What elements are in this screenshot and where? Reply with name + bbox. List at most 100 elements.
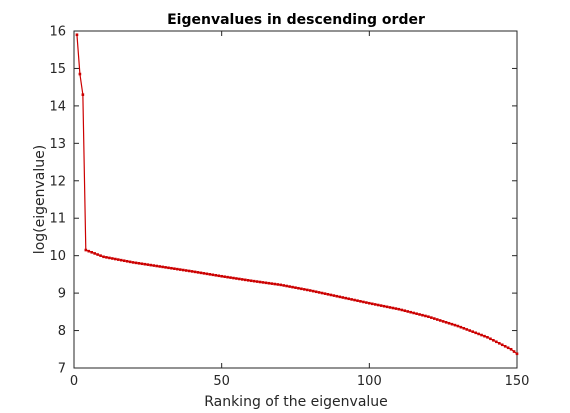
x-tick-label: 100 [357,374,382,389]
data-point [249,279,253,283]
x-axis-label: Ranking of the eigenvalue [204,394,388,410]
data-point [474,331,477,335]
data-point [308,289,312,292]
data-point [486,335,489,339]
data-point [137,262,141,265]
data-point [238,277,241,281]
data-point [462,327,466,330]
data-point [176,267,179,271]
data-point [341,296,345,299]
data-point [500,343,504,347]
data-point [359,300,362,303]
data-point [279,283,283,287]
data-point [335,294,339,298]
data-point [155,264,158,268]
y-tick-label: 14 [49,99,66,114]
data-point [276,283,280,286]
data-point [332,294,336,297]
data-point [509,347,513,351]
data-point [489,337,492,341]
data-point [243,278,247,282]
data-point [338,295,342,299]
data-point [506,346,510,350]
data-point [105,256,108,259]
data-point [435,318,439,321]
data-point [170,266,173,270]
data-point [294,286,297,289]
data-point [311,289,315,293]
data-point [409,310,412,314]
data-point [418,313,421,316]
data-point [453,323,457,327]
y-tick-label: 9 [58,287,66,302]
data-point [373,303,377,306]
data-point [433,317,436,320]
data-point [492,338,495,342]
data-point [211,273,215,277]
data-point [353,298,356,302]
data-point [427,315,430,319]
data-point [382,304,386,308]
data-point [164,266,167,269]
chart-title: Eigenvalues in descending order [167,12,425,28]
data-point [285,284,288,288]
data-point [300,287,303,291]
y-tick-label: 7 [58,362,66,377]
y-tick-label: 13 [49,137,66,152]
data-point [264,281,268,285]
data-point [131,261,135,264]
data-point [235,277,238,280]
data-point [512,350,516,353]
data-point [497,341,501,345]
data-point [196,271,200,274]
data-point [370,302,374,306]
data-point [350,298,353,301]
data-point [379,304,383,307]
data-point [356,299,359,302]
data-point [232,276,235,280]
data-point [306,288,309,292]
data-point [323,292,327,295]
data-point [117,258,120,261]
data-point [96,253,99,256]
data-point [438,319,442,322]
data-point [119,258,123,262]
data-point [179,268,182,271]
data-point [403,309,407,313]
x-tick-label: 150 [505,374,530,389]
data-point [173,267,176,270]
data-point [143,262,147,266]
data-point [217,274,221,278]
data-point [477,332,480,336]
data-point [128,260,132,264]
data-point [152,264,156,267]
data-point [229,276,232,279]
data-point [202,272,206,275]
x-tick-label: 0 [70,374,78,389]
data-point [412,311,415,315]
data-point [483,334,486,338]
data-point [134,261,138,265]
data-point [90,250,94,254]
data-point [450,322,454,326]
data-point [99,254,102,257]
data-point [87,249,91,253]
data-point [314,290,318,294]
data-point [459,325,463,329]
data-point [397,307,401,311]
data-point [140,262,144,266]
data-point [255,280,259,283]
data-point [329,293,333,297]
data-point [258,280,262,284]
data-point [111,257,114,260]
data-point [261,281,265,284]
data-point [252,279,256,283]
data-point [241,278,244,281]
y-axis-label: log(eigenvalue) [32,145,48,254]
data-point [365,301,368,304]
data-point [317,291,321,294]
x-axis-ticks: 0 50 100 150 [70,31,530,389]
data-point [184,269,188,272]
data-point [297,286,300,290]
